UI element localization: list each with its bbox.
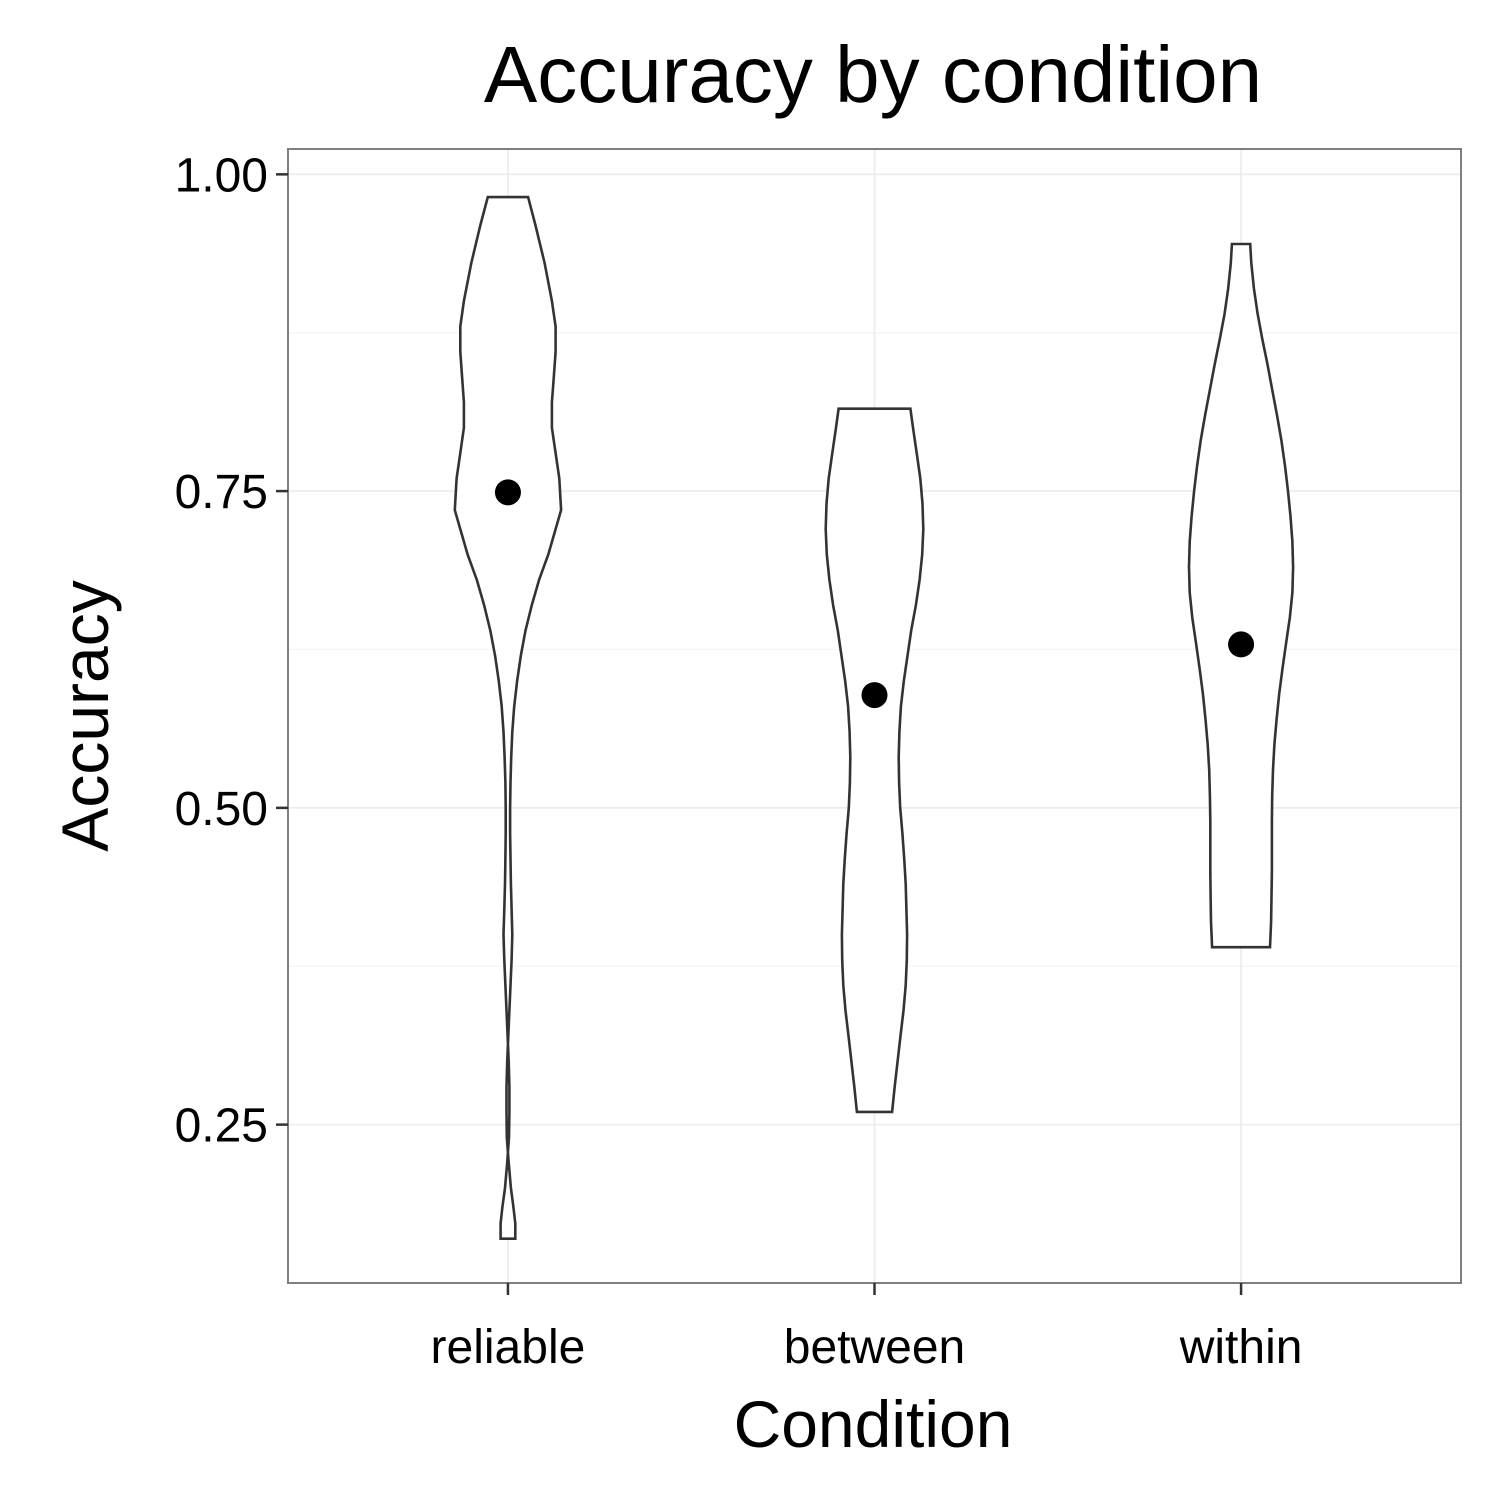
axes: 0.25 0.50 0.75 1.00 reliable between within [175,149,1303,1374]
chart-title: Accuracy by condition [484,30,1262,119]
y-axis-title: Accuracy [48,580,122,851]
mean-point-reliable [494,479,521,506]
y-tick-label: 0.50 [175,783,268,836]
y-tick-label: 0.75 [175,466,268,519]
y-tick-label: 0.25 [175,1100,268,1153]
mean-point-within [1228,631,1255,658]
mean-points [494,479,1255,709]
violin-reliable [453,195,563,1240]
x-tick-label: between [784,1321,965,1374]
y-tick-label: 1.00 [175,149,268,202]
x-tick-label: reliable [431,1321,586,1374]
violin-between [824,407,925,1114]
violins [453,195,1295,1240]
x-axis-title: Condition [734,1387,1013,1461]
x-tick-label: within [1179,1321,1303,1374]
violin-within [1187,242,1295,949]
mean-point-between [861,682,888,709]
